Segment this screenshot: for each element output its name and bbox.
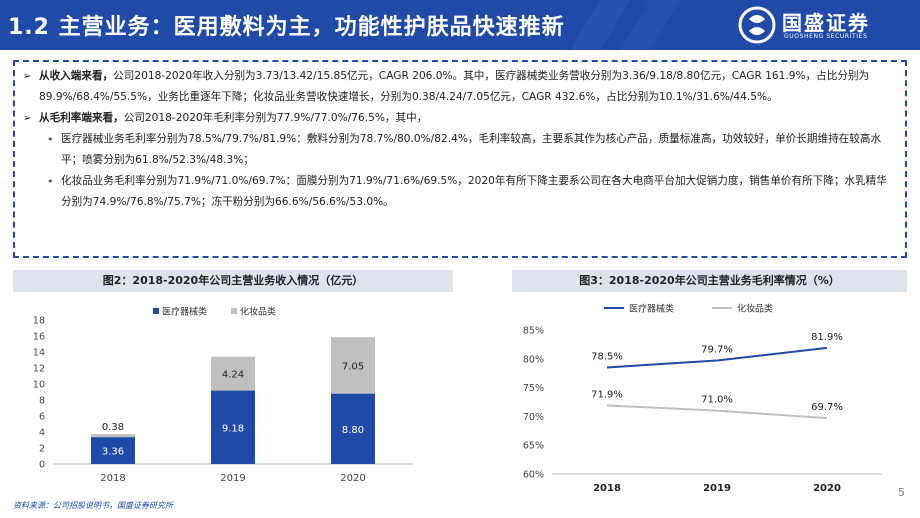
- figure-3-title: 图3：2018-2020年公司主营业务毛利率情况（%）: [512, 270, 907, 292]
- data-label: 0.38: [102, 422, 124, 433]
- y-tick-label: 65%: [523, 441, 544, 452]
- data-label: 9.18: [222, 423, 244, 434]
- legend-swatch-1: [231, 308, 237, 314]
- bar-2019-series-1: [211, 356, 255, 391]
- cosmetics-margin-item: • 化妆品业务毛利率分别为71.9%/71.0%/69.7%：面膜分别为71.9…: [23, 171, 897, 213]
- bar-2019-series-0: [211, 390, 255, 464]
- series-line-1: [606, 404, 828, 420]
- cosmetics-margin-text: 化妆品业务毛利率分别为71.9%/71.0%/69.7%：面膜分别为71.9%/…: [61, 175, 887, 208]
- data-label: 4.24: [222, 370, 244, 381]
- data-label: 78.5%: [591, 351, 623, 362]
- y-tick-label: 6: [39, 412, 45, 423]
- y-tick-label: 18: [33, 316, 45, 327]
- data-source-note: 资料来源：公司招股说明书，国盛证券研究所: [13, 501, 173, 510]
- margin-text: 公司2018-2020年毛利率分别为77.9%/77.0%/76.5%，其中，: [123, 112, 428, 124]
- arrow-bullet-icon: ➢: [23, 113, 32, 124]
- logo-text-cn: 国盛证券: [782, 11, 870, 35]
- y-tick-label: 4: [39, 428, 45, 439]
- bar-2020-series-1: [331, 337, 375, 394]
- x-tick-label: 2018: [593, 483, 621, 494]
- y-tick-label: 2: [39, 444, 45, 455]
- slide-header: 1.2 主营业务：医用敷料为主，功能性护肤品快速推新 国盛证券 GUOSHENG…: [0, 0, 920, 50]
- y-tick-label: 14: [33, 348, 45, 359]
- bar-2018-series-1: [91, 434, 135, 438]
- y-tick-label: 60%: [523, 470, 544, 481]
- slide-title: 1.2 主营业务：医用敷料为主，功能性护肤品快速推新: [8, 15, 565, 40]
- medical-margin-text: 医疗器械业务毛利率分别为78.5%/79.7%/81.9%：敷料分别为78.7%…: [61, 133, 882, 166]
- revenue-lead: 从收入端来看，: [39, 70, 114, 82]
- data-label: 71.0%: [701, 395, 733, 406]
- data-label: 7.05: [342, 361, 364, 372]
- x-tick-label: 2019: [703, 483, 731, 494]
- series-line-0: [606, 346, 828, 369]
- page-number: 5: [898, 486, 905, 499]
- y-tick-label: 0: [39, 460, 45, 471]
- x-tick-label: 2019: [220, 473, 245, 484]
- legend-label-1: 化妆品类: [240, 306, 276, 318]
- bar-2020-series-0: [331, 393, 375, 464]
- dot-bullet-icon: •: [47, 175, 54, 188]
- margin-paragraph: ➢ 从毛利率端来看，公司2018-2020年毛利率分别为77.9%/77.0%/…: [23, 108, 897, 129]
- y-tick-label: 75%: [523, 383, 544, 394]
- data-label: 8.80: [342, 425, 364, 436]
- summary-box: ➢ 从收入端来看，公司2018-2020年收入分别为3.73/13.42/15.…: [13, 60, 907, 258]
- revenue-paragraph: ➢ 从收入端来看，公司2018-2020年收入分别为3.73/13.42/15.…: [23, 66, 897, 108]
- revenue-stacked-bar-chart: 医疗器械类 化妆品类 0 2 4 6 8 10 12 14 16 18 3.36 0.38 2018 9.18…: [33, 306, 413, 484]
- y-tick-label: 16: [33, 332, 45, 343]
- gross-margin-line-chart: 医疗器械类 化妆品类 60% 65% 70% 75% 80% 85% 2018 2019 2020 7…: [523, 303, 882, 494]
- medical-margin-item: • 医疗器械业务毛利率分别为78.5%/79.7%/81.9%：敷料分别为78.…: [23, 129, 897, 171]
- x-tick-label: 2020: [813, 483, 841, 494]
- data-label: 79.7%: [701, 345, 733, 356]
- y-tick-label: 12: [33, 364, 45, 375]
- y-tick-label: 8: [39, 396, 45, 407]
- data-label: 81.9%: [811, 332, 843, 343]
- y-tick-label: 70%: [523, 412, 544, 423]
- data-label: 69.7%: [811, 402, 843, 413]
- revenue-text: 公司2018-2020年收入分别为3.73/13.42/15.85亿元，CAGR…: [39, 70, 870, 103]
- legend-label-1: 化妆品类: [737, 303, 773, 315]
- bar-2018-series-0: [91, 437, 135, 464]
- y-tick-label: 10: [33, 380, 45, 391]
- legend-label-0: 医疗器械类: [629, 303, 674, 315]
- arrow-bullet-icon: ➢: [23, 71, 32, 82]
- data-label: 3.36: [102, 447, 124, 458]
- y-tick-label: 80%: [523, 354, 544, 365]
- header-decoration: [570, 0, 680, 50]
- dot-bullet-icon: •: [47, 133, 54, 146]
- guosheng-logo-icon: [738, 6, 776, 44]
- y-tick-label: 85%: [523, 326, 544, 337]
- logo-text-en: GUOSHENG SECURITIES: [784, 33, 868, 40]
- legend-label-0: 医疗器械类: [162, 306, 207, 318]
- data-label: 71.9%: [591, 389, 623, 400]
- figure-2-title: 图2：2018-2020年公司主营业务收入情况（亿元）: [13, 270, 453, 292]
- margin-lead: 从毛利率端来看，: [39, 112, 124, 124]
- company-logo: 国盛证券 GUOSHENG SECURITIES: [738, 4, 908, 46]
- x-tick-label: 2018: [100, 473, 125, 484]
- x-tick-label: 2020: [340, 473, 365, 484]
- legend-swatch-0: [153, 308, 159, 314]
